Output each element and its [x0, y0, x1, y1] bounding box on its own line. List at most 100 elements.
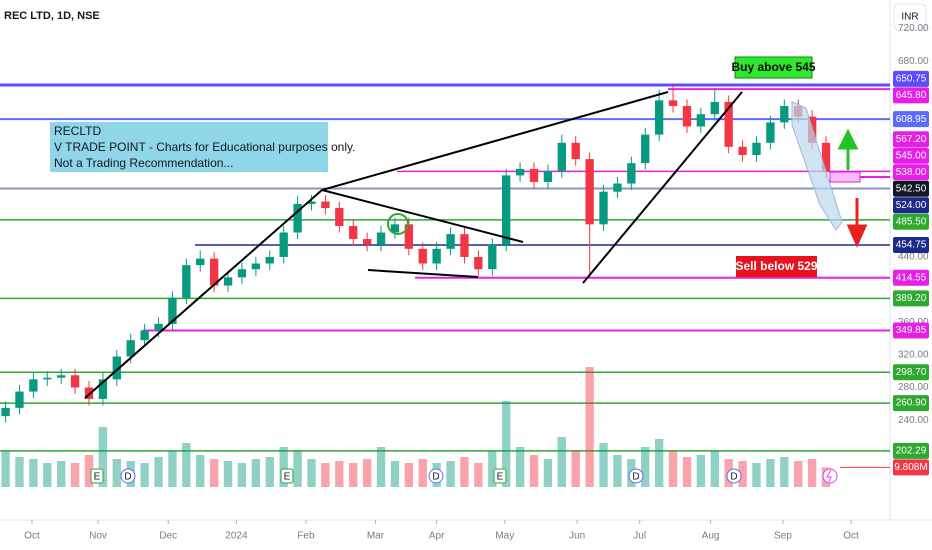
event-marker[interactable] — [120, 468, 136, 484]
volume-bar — [585, 367, 594, 487]
chart-title: REC LTD, 1D, NSE — [4, 10, 100, 22]
volume-bar — [599, 443, 608, 487]
event-label: E — [94, 472, 101, 483]
volume-bar — [279, 447, 288, 487]
volume-bar — [251, 459, 261, 487]
volume-bar — [404, 463, 414, 487]
volume-bar — [112, 459, 121, 487]
volume-bar — [154, 457, 163, 487]
candle-body — [223, 277, 233, 286]
candles — [1, 85, 831, 423]
level-label: 645.80 — [896, 90, 927, 101]
volume-bar — [418, 459, 427, 487]
candle-body — [293, 203, 302, 233]
flash-icon[interactable] — [822, 468, 838, 484]
candle-body — [710, 101, 719, 115]
event-marker[interactable] — [726, 468, 742, 484]
candle-body — [140, 330, 149, 341]
volume-bar — [752, 463, 761, 487]
volume-bar — [446, 461, 455, 487]
y-tick-label: 280.00 — [898, 382, 929, 393]
candle-body — [196, 258, 205, 266]
volume-bar — [307, 459, 316, 487]
note-box — [50, 122, 328, 172]
candle-body — [15, 391, 24, 408]
level-label: 650.75 — [896, 73, 927, 84]
currency-button[interactable] — [893, 3, 927, 31]
candle-body — [1, 407, 10, 417]
event-label: D — [432, 472, 439, 483]
volume-bar — [682, 457, 692, 487]
candle-body — [154, 323, 163, 331]
volume-bar — [168, 451, 177, 487]
event-marker[interactable] — [90, 468, 104, 484]
down-arrow — [846, 198, 868, 248]
x-tick-label: Sep — [774, 531, 792, 542]
volume-bar — [641, 447, 650, 487]
volume-bar — [571, 451, 580, 487]
volume-bar — [70, 463, 80, 487]
volume-bar — [488, 451, 497, 487]
volume-bar — [196, 455, 205, 487]
volume-bar — [766, 459, 775, 487]
level-box — [893, 364, 929, 381]
volume-bar — [15, 457, 24, 487]
x-tick-label: Feb — [297, 531, 315, 542]
x-tick-label: Nov — [89, 531, 107, 542]
trend-line — [582, 91, 743, 284]
candle-body — [432, 248, 441, 264]
note-line: Not a Trading Recommendation... — [54, 156, 233, 170]
level-label: 389.20 — [896, 293, 927, 304]
up-arrow — [837, 128, 859, 170]
candle-body — [543, 171, 553, 182]
volume-bar — [390, 461, 400, 487]
volume-bar — [29, 459, 38, 487]
x-tick-label: Jun — [569, 531, 585, 542]
candle-body — [668, 100, 678, 107]
volume-bar — [140, 463, 149, 487]
candle-body — [724, 101, 733, 147]
volume-bar — [696, 455, 706, 487]
x-tick-label: Mar — [367, 531, 385, 542]
candle-body — [251, 263, 261, 270]
volume-bar — [668, 451, 678, 487]
candle-body — [168, 297, 177, 324]
x-tick-label: Jul — [633, 531, 646, 542]
volume-bar — [1, 451, 10, 487]
event-marker[interactable] — [493, 468, 507, 484]
event-marker[interactable] — [428, 468, 444, 484]
level-label: 538.00 — [896, 167, 927, 178]
event-marker[interactable] — [280, 468, 294, 484]
x-tick-label: May — [495, 531, 514, 542]
event-marker[interactable] — [628, 468, 644, 484]
candle-body — [307, 201, 316, 204]
flash-glyph — [826, 469, 832, 483]
level-label: 414.55 — [896, 272, 927, 283]
level-label: 454.75 — [896, 240, 927, 251]
y-tick-label: 320.00 — [898, 350, 929, 361]
levels — [0, 83, 890, 452]
candle-body — [57, 375, 66, 378]
note-line: RECLTD — [54, 124, 101, 138]
level-box — [893, 111, 929, 128]
currency-label[interactable]: INR — [901, 12, 918, 23]
y-tick-label: 720.00 — [898, 23, 929, 34]
candle-body — [488, 244, 497, 270]
candle-body — [627, 163, 636, 184]
volume-bar — [557, 437, 566, 487]
level-box — [893, 164, 929, 181]
candle-body — [821, 142, 831, 172]
level-label: 608.95 — [896, 114, 927, 125]
event-label: D — [730, 472, 737, 483]
volume-bar — [335, 461, 344, 487]
level-box — [893, 197, 929, 214]
candle-body — [766, 122, 775, 143]
candle-body — [237, 269, 247, 278]
candle-body — [126, 340, 135, 357]
event-label: D — [124, 472, 131, 483]
trend-line — [367, 269, 479, 278]
volume-bar — [321, 463, 330, 487]
candle-body — [43, 377, 52, 380]
candle-body — [571, 142, 580, 160]
